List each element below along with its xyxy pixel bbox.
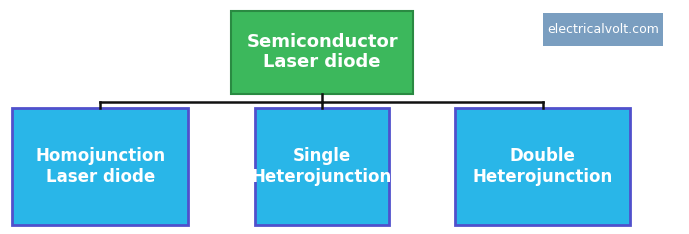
FancyBboxPatch shape <box>455 108 630 225</box>
Text: electricalvolt.com: electricalvolt.com <box>547 23 659 36</box>
FancyBboxPatch shape <box>543 13 663 46</box>
FancyBboxPatch shape <box>231 11 413 94</box>
Text: Double
Heterojunction: Double Heterojunction <box>473 147 613 186</box>
FancyBboxPatch shape <box>12 108 188 225</box>
Text: Semiconductor
Laser diode: Semiconductor Laser diode <box>246 33 398 71</box>
Text: Single
Heterojunction: Single Heterojunction <box>252 147 392 186</box>
Text: Homojunction
Laser diode: Homojunction Laser diode <box>35 147 165 186</box>
FancyBboxPatch shape <box>255 108 389 225</box>
